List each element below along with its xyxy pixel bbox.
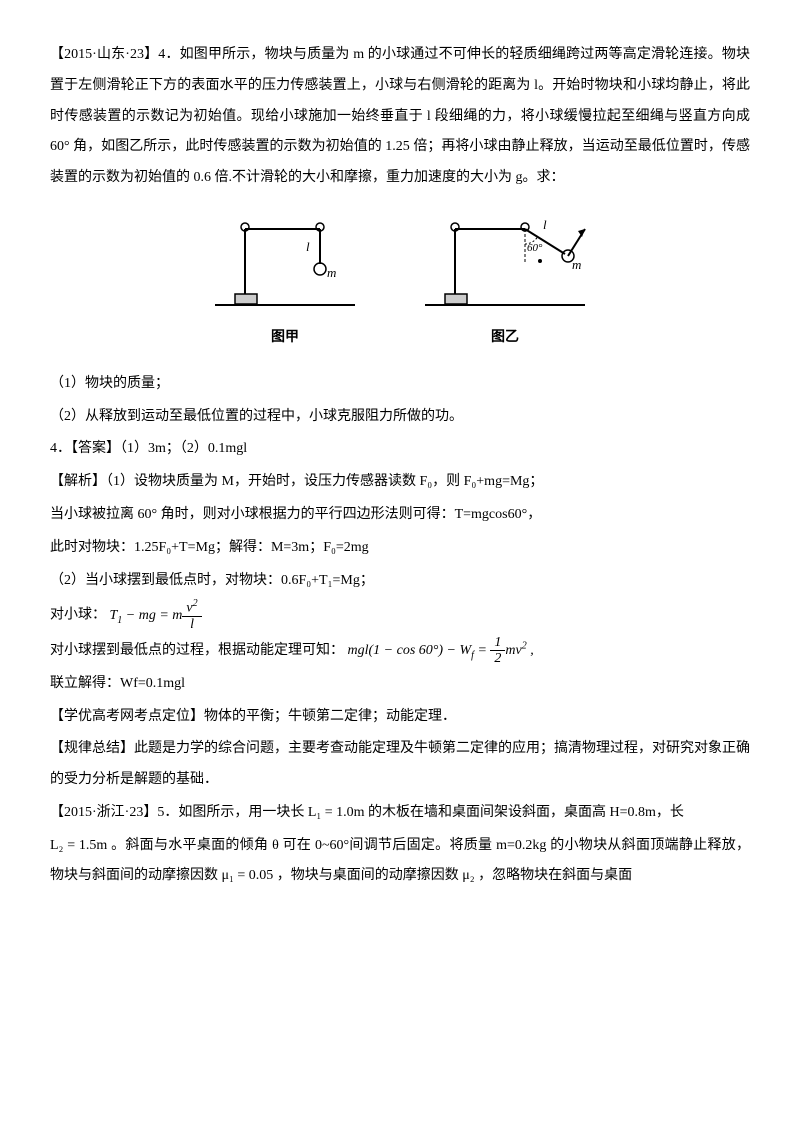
diagram-a: l m [210,209,360,319]
position-line: 【学优高考网考点定位】物体的平衡；牛顿第二定律；动能定理． [50,702,750,733]
diagram-b: l 60° m [420,209,590,319]
eq-prefix-2: 对小球摆到最低点的过程，根据动能定理可知： [50,643,344,658]
m-label-a: m [327,265,336,280]
summary-line: 【规律总结】此题是力学的综合问题，主要考查动能定理及牛顿第二定律的应用；搞清物理… [50,734,750,796]
diagram-a-label: 图甲 [210,323,360,354]
m-label-b: m [572,257,581,272]
answer-line: 4．【答案】（1）3m；（2）0.1mgl [50,434,750,465]
equation-energy: 对小球摆到最低点的过程，根据动能定理可知： mgl(1 − cos 60°) −… [50,635,750,667]
diagram-row: l m 图甲 l 60° [50,209,750,354]
problem-1-text: 【2015·山东·23】4．如图甲所示，物块与质量为 m 的小球通过不可伸长的轻… [50,40,750,194]
solution-final: 联立解得：Wf=0.1mgl [50,669,750,700]
eq-prefix-1: 对小球： [50,608,106,623]
question-2: （2）从释放到运动至最低位置的过程中，小球克服阻力所做的功。 [50,402,750,433]
l-label-a: l [306,239,310,254]
question-1: （1）物块的质量； [50,369,750,400]
problem-2b: L₂ = 1.5m 。斜面与水平桌面的倾角 θ 可在 0~60°间调节后固定。将… [50,831,750,893]
solution-2: 当小球被拉离 60° 角时，则对小球根据力的平行四边形法则可得：T=mgcos6… [50,500,750,531]
l-label-b: l [543,217,547,232]
problem-2a: 【2015·浙江·23】5．如图所示，用一块长 L₁ = 1.0m 的木板在墙和… [50,798,750,829]
angle-label-b: 60° [527,242,543,254]
solution-1: 【解析】（1）设物块质量为 M，开始时，设压力传感器读数 F₀，则 F₀+mg=… [50,467,750,498]
diagram-b-label: 图乙 [420,323,590,354]
equation-t1: 对小球： T1 − mg = mv2l [50,598,750,632]
solution-4: （2）当小球摆到最低点时，对物块：0.6F₀+T₁=Mg； [50,566,750,597]
solution-3: 此时对物块：1.25F₀+T=Mg；解得：M=3m；F₀=2mg [50,533,750,564]
